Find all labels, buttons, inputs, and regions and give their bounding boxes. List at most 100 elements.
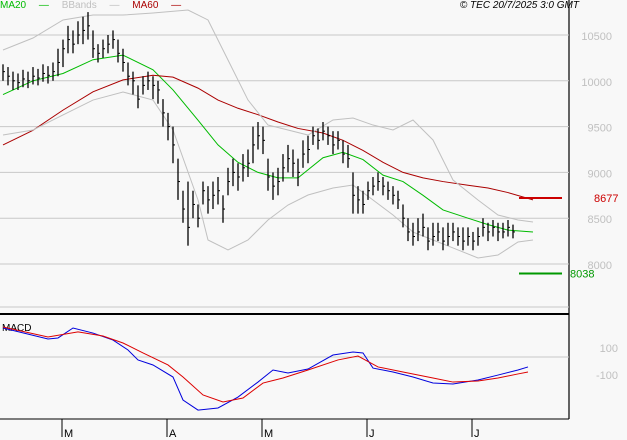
price-bar — [462, 227, 465, 251]
price-bar — [107, 35, 110, 54]
y-tick-label: 9500 — [588, 123, 612, 135]
price-bar — [482, 218, 485, 237]
y-tick-label: 8000 — [588, 260, 612, 272]
price-bar — [177, 158, 180, 200]
price-bar — [52, 62, 55, 81]
price-bar — [42, 64, 45, 82]
price-bar — [407, 218, 410, 242]
price-bar — [227, 167, 230, 196]
price-bar — [382, 176, 385, 196]
macd-y-tick-label: -100 — [596, 370, 618, 382]
price-bar — [342, 140, 345, 164]
price-bar — [67, 25, 70, 54]
price-bar — [282, 154, 285, 182]
price-bar — [22, 69, 25, 88]
price-bar — [62, 39, 65, 68]
price-bar — [2, 64, 5, 81]
price-bar — [277, 167, 280, 196]
price-bar — [117, 39, 120, 63]
price-bar — [222, 195, 225, 223]
price-bar — [12, 71, 15, 90]
price-bar — [457, 227, 460, 246]
price-bar — [192, 190, 195, 219]
price-bar — [512, 224, 515, 239]
price-bar — [477, 227, 480, 246]
legend-ma20: MA20 — — [0, 0, 49, 11]
price-bar — [47, 66, 50, 84]
price-bar — [452, 222, 455, 242]
price-bar — [402, 204, 405, 228]
price-bar — [262, 126, 265, 155]
price-bar — [142, 76, 145, 95]
price-bar — [132, 71, 135, 95]
price-bar — [357, 186, 360, 214]
price-bar — [242, 154, 245, 182]
price-bar — [112, 30, 115, 49]
price-bar — [412, 222, 415, 246]
price-bar — [292, 149, 295, 177]
price-bar — [137, 85, 140, 109]
price-bar — [72, 30, 75, 54]
price-bar — [337, 131, 340, 150]
price-bar — [187, 181, 190, 246]
price-bar — [237, 163, 240, 191]
price-bar — [252, 126, 255, 164]
price-bar — [102, 39, 105, 58]
price-bar — [322, 122, 325, 141]
legend-ma60: MA60 — — [132, 0, 182, 11]
price-bar — [17, 73, 20, 90]
y-tick-label: 8500 — [588, 214, 612, 226]
price-bar — [152, 76, 155, 100]
price-bar — [32, 67, 35, 85]
bbands-lower-line — [2, 91, 534, 259]
price-bar — [437, 222, 440, 242]
price-bar — [257, 122, 260, 150]
price-bar — [387, 181, 390, 200]
price-bar — [87, 12, 90, 40]
value-marker-label: 8677 — [594, 193, 618, 205]
price-bar — [7, 67, 10, 86]
price-bar — [492, 220, 495, 237]
price-bar — [97, 44, 100, 63]
x-tick-label: A — [169, 428, 177, 440]
price-bar — [127, 62, 130, 86]
ma20-line — [2, 54, 534, 233]
y-tick-label: 10500 — [581, 31, 612, 43]
price-bar — [162, 99, 165, 127]
copyright: © TEC 20/7/2025 3:0 GMT — [459, 0, 579, 11]
legend-ma20-label: MA20 — [0, 0, 27, 11]
price-bar — [157, 80, 160, 104]
price-bar — [307, 135, 310, 164]
price-bar — [467, 227, 470, 246]
price-bar — [247, 149, 250, 177]
price-bar — [77, 21, 80, 45]
price-bar — [147, 71, 150, 90]
price-bar — [312, 126, 315, 145]
price-bar — [397, 190, 400, 210]
macd-signal-line — [2, 326, 529, 403]
price-bar — [82, 16, 85, 45]
price-bar — [362, 190, 365, 214]
price-bar — [422, 213, 425, 237]
macd-y-tick-label: 100 — [600, 343, 618, 355]
price-bar — [182, 190, 185, 223]
price-bar — [352, 172, 355, 214]
price-bar — [122, 48, 125, 72]
x-tick-label: J — [474, 428, 480, 440]
price-bar — [432, 222, 435, 246]
value-marker-label: 8038 — [570, 269, 594, 281]
price-bar — [92, 30, 95, 58]
price-bar — [57, 48, 60, 77]
price-bar — [172, 126, 175, 164]
legend: MA20 — BBands — MA60 — — [0, 0, 191, 11]
price-bar — [472, 231, 475, 251]
y-tick-label: 10000 — [581, 77, 612, 89]
price-bar — [27, 71, 30, 89]
ma60-line — [2, 74, 534, 201]
x-tick-label: M — [264, 428, 273, 440]
price-bar — [202, 181, 205, 205]
bbands-upper-line — [2, 9, 534, 223]
price-bar — [447, 222, 450, 246]
price-bar — [417, 218, 420, 242]
